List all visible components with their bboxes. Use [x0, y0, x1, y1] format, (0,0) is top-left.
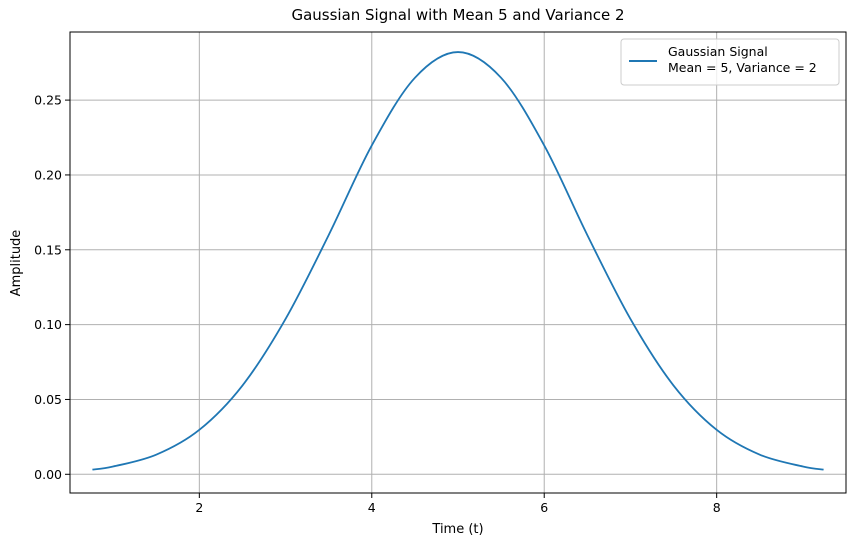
y-tick-label: 0.00 [34, 467, 62, 482]
chart-title: Gaussian Signal with Mean 5 and Variance… [291, 6, 624, 24]
x-tick-label: 8 [713, 500, 721, 515]
legend-label-line: Gaussian Signal [668, 44, 768, 59]
legend: Gaussian Signal Mean = 5, Variance = 2 [620, 38, 840, 86]
x-tick-label: 6 [540, 500, 548, 515]
tick-layer: 2 4 6 8 0.00 0.05 0.10 0.15 0.20 0.25 [34, 93, 721, 515]
plot-frame [69, 31, 847, 494]
legend-label-line: Mean = 5, Variance = 2 [668, 60, 817, 75]
x-tick-label: 4 [368, 500, 376, 515]
y-axis-label: Amplitude [9, 230, 24, 297]
y-tick-label: 0.20 [34, 167, 62, 182]
series-line [92, 51, 824, 471]
y-tick-label: 0.25 [34, 93, 62, 108]
x-tick-label: 2 [195, 500, 203, 515]
y-tick-label: 0.05 [34, 392, 62, 407]
legend-label: Gaussian Signal Mean = 5, Variance = 2 [668, 44, 817, 75]
series-layer [92, 51, 824, 471]
grid-lines [70, 32, 846, 493]
legend-box [620, 38, 840, 86]
x-axis-label: Time (t) [431, 522, 483, 537]
y-tick-label: 0.10 [34, 317, 62, 332]
y-tick-label: 0.15 [34, 242, 62, 257]
